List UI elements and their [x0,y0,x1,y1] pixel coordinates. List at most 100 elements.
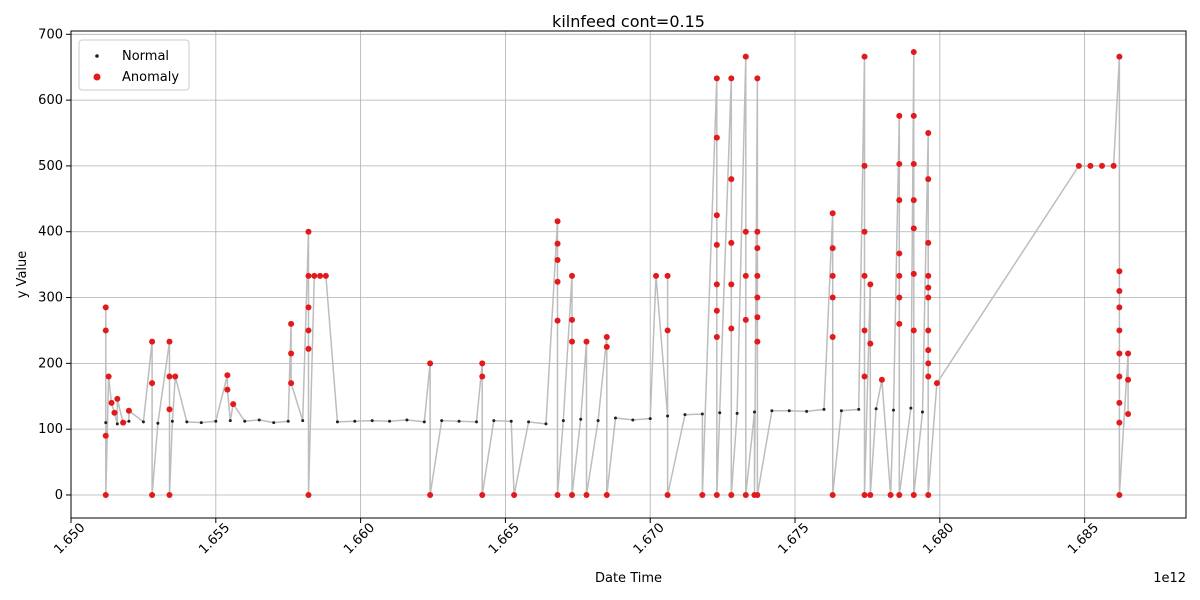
anomaly-point [305,272,312,279]
normal-point [770,409,774,413]
anomaly-point [554,317,561,324]
normal-point [141,420,145,424]
x-ticks: 1.650 1.655 1.660 1.665 1.670 1.675 1.680 1.685 [51,518,1102,557]
anomaly-point [829,294,836,301]
normal-point [457,419,461,423]
anomaly-point [728,75,735,82]
anomaly-point [829,210,836,217]
anomaly-point [102,432,109,439]
normal-point [805,409,809,413]
anomaly-point [603,343,610,350]
anomaly-point [288,320,295,327]
anomaly-point [754,228,761,235]
normal-point [596,419,600,423]
anomaly-point [910,160,917,167]
anomaly-point [861,373,868,380]
anomaly-point [105,373,112,380]
normal-point [700,412,704,416]
normal-point [228,419,232,423]
legend-normal-label: Normal [122,49,169,64]
normal-point [301,419,305,423]
x-tick-label: 1.685 [1065,520,1102,557]
anomaly-point [754,314,761,321]
anomaly-point [925,284,932,291]
normal-point [909,406,913,410]
anomaly-point [713,307,720,314]
anomaly-point [1116,491,1123,498]
anomaly-point [887,491,894,498]
anomaly-point [569,272,576,279]
anomaly-point [713,75,720,82]
anomaly-point [910,225,917,232]
normal-point [752,410,756,414]
anomaly-point [867,281,874,288]
anomaly-point [1087,162,1094,169]
normal-point [787,409,791,413]
anomaly-point [1125,376,1132,383]
anomaly-point [554,257,561,264]
anomaly-point [305,228,312,235]
anomaly-point [603,491,610,498]
anomaly-point [829,334,836,341]
anomaly-point [925,294,932,301]
y-tick-label: 100 [38,422,63,437]
grid-layer [70,31,1186,518]
normal-point [579,417,583,421]
anomaly-point [224,386,231,393]
anomaly-point [1125,411,1132,418]
normal-point [286,419,290,423]
normal-points-layer [104,406,924,426]
y-tick-label: 400 [38,225,63,240]
anomaly-point [1116,373,1123,380]
anomaly-point [861,53,868,60]
anomaly-point [108,399,115,406]
anomaly-point [925,347,932,354]
normal-point [127,419,131,423]
x-tick-label: 1.675 [776,520,813,557]
normal-point [405,418,409,422]
anomaly-point [172,373,179,380]
anomaly-point [754,75,761,82]
anomaly-point [728,239,735,246]
anomaly-point [1116,327,1123,334]
normal-point [257,418,261,422]
anomaly-point [230,401,237,408]
anomaly-point [149,491,156,498]
anomaly-point [479,360,486,367]
anomaly-point [554,491,561,498]
anomaly-point [910,270,917,277]
y-tick-label: 300 [38,291,63,306]
anomaly-point [120,419,127,426]
anomaly-point [896,112,903,119]
anomaly-point [224,372,231,379]
y-ticks: 0 100 200 300 400 500 600 700 [38,27,71,503]
normal-point [648,417,652,421]
anomaly-point [713,491,720,498]
y-tick-label: 600 [38,93,63,108]
anomaly-point [925,239,932,246]
anomaly-point [1116,287,1123,294]
anomaly-point [933,380,940,387]
anomaly-point [114,395,121,402]
x-tick-label: 1.670 [631,520,668,557]
value-trace-line [105,52,1129,496]
anomaly-point [742,228,749,235]
anomaly-point [554,240,561,247]
anomaly-point [583,491,590,498]
normal-point [440,419,444,423]
normal-point [388,419,392,423]
anomaly-point [754,338,761,345]
anomaly-point [728,176,735,183]
anomaly-point [569,316,576,323]
anomaly-point [910,491,917,498]
anomaly-point [1116,268,1123,275]
anomaly-point [861,272,868,279]
normal-point [370,419,374,423]
anomaly-point [288,350,295,357]
normal-point [822,407,826,411]
anomaly-point [867,491,874,498]
anomaly-point [896,160,903,167]
normal-point [718,411,722,415]
x-axis-label: Date Time [595,571,662,586]
